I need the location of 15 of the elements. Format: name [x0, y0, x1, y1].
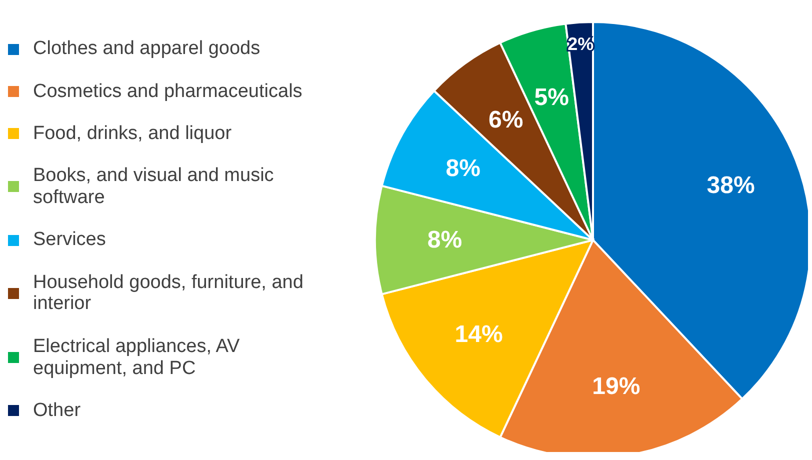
data-label: 6% [488, 106, 524, 134]
legend-label: Food, drinks, and liquor [33, 122, 232, 145]
data-label: 8% [427, 226, 462, 254]
legend-label: Cosmetics and pharmaceuticals [33, 80, 302, 102]
data-label: 8% [446, 155, 480, 182]
legend-label: Books, and visual and music software [33, 165, 275, 209]
legend-label: Other [33, 400, 81, 422]
data-label: 19% [592, 372, 640, 400]
data-label: 5% [534, 84, 569, 112]
legend-label: Services [33, 229, 106, 252]
legend-label: Clothes and apparel goods [33, 38, 260, 60]
data-label: 38% [706, 172, 755, 199]
legend-label: Electrical appliances, AV equipment, and PC [33, 336, 241, 380]
legend-label: Household goods, furniture, and interior [33, 272, 304, 316]
data-label: 14% [454, 320, 503, 348]
